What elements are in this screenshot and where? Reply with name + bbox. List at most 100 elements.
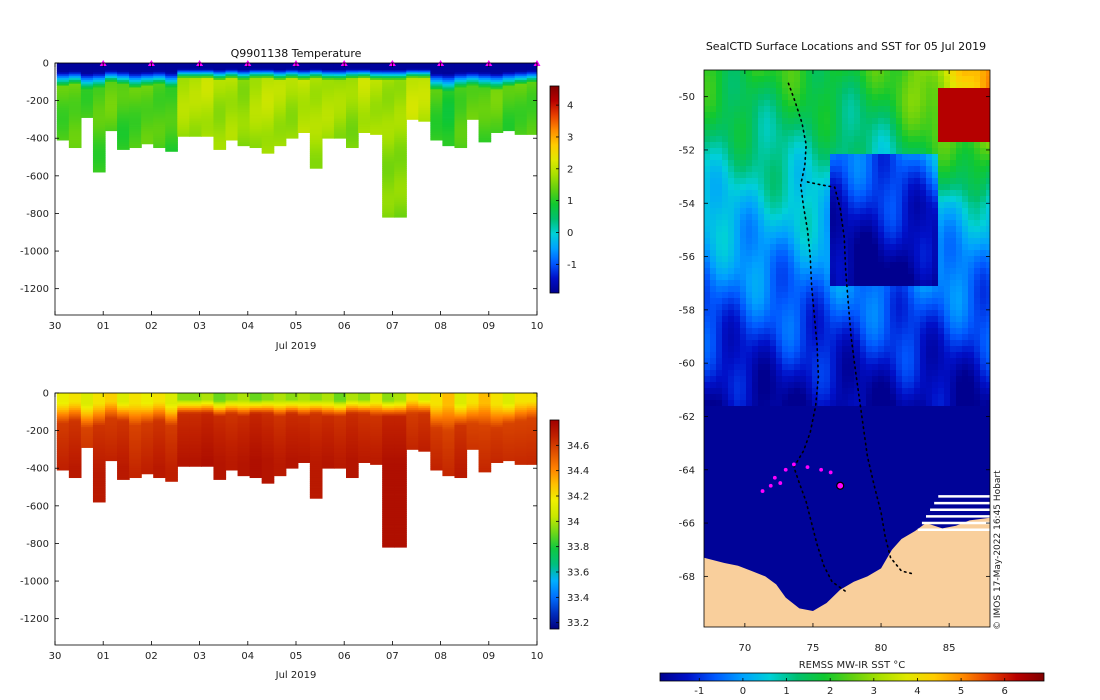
salinity-cell (201, 411, 215, 415)
salinity-cell (418, 426, 431, 430)
temperature-cell (201, 132, 215, 135)
salinity-cell (321, 428, 335, 432)
sst-cell (788, 154, 795, 161)
temperature-cell (261, 111, 275, 115)
temperature-cell (273, 64, 287, 68)
sst-cell (710, 178, 717, 185)
temperature-cell (309, 102, 323, 105)
salinity-cell (285, 404, 299, 407)
salinity-cell (430, 415, 444, 418)
temperature-cell (490, 119, 504, 122)
sst-cell (956, 130, 963, 137)
sst-cell (794, 82, 801, 89)
salinity-cell (406, 424, 419, 428)
sst-cell (764, 136, 771, 143)
salinity-cell (394, 460, 407, 463)
sst-cell (722, 88, 729, 95)
temperature-cell (454, 96, 468, 100)
salinity-cell (490, 430, 504, 433)
temperature-cell (394, 177, 407, 180)
temperature-cell (177, 108, 190, 111)
temperature-cell (514, 125, 528, 128)
sst-cell (884, 112, 891, 119)
sst-cell (836, 178, 843, 185)
sst-cell (890, 160, 897, 167)
salinity-cell (177, 406, 190, 409)
temperature-cell (418, 119, 431, 122)
temperature-cell (129, 100, 142, 103)
sst-cell (830, 88, 837, 95)
salinity-cell (129, 415, 142, 418)
sst-cell (854, 160, 861, 167)
sst-cell (758, 196, 765, 203)
salinity-cell (333, 417, 347, 420)
sst-cell (728, 208, 735, 215)
temperature-cell (394, 64, 407, 68)
temperature-cell (141, 89, 154, 92)
salinity-cell (285, 430, 299, 433)
sst-cell (956, 124, 963, 131)
temperature-cell (333, 74, 347, 77)
temperature-cell (454, 93, 468, 96)
salinity-cell (225, 449, 239, 452)
temperature-cell (237, 68, 251, 71)
temperature-cell (92, 76, 106, 79)
temperature-cell (225, 96, 239, 100)
temperature-cell (273, 134, 287, 137)
sst-cell (854, 154, 861, 161)
temperature-cell (153, 89, 166, 92)
salinity-cell (56, 460, 70, 463)
temperature-cell (430, 125, 444, 128)
temperature-cell (225, 104, 239, 107)
salinity-cell (117, 398, 130, 401)
temperature-cell (526, 81, 537, 85)
temperature-cell (514, 113, 528, 117)
salinity-cell (309, 487, 323, 490)
salinity-cell (514, 458, 528, 462)
temperature-cell (358, 87, 371, 90)
salinity-cell (346, 404, 359, 407)
sst-cell (716, 190, 723, 197)
temperature-cell (177, 111, 190, 115)
sst-cell (974, 70, 981, 77)
sst-cell (962, 214, 969, 221)
salinity-cell (261, 428, 275, 432)
sst-cell (752, 100, 759, 107)
sst-cell (902, 70, 909, 77)
temperature-cell (165, 147, 178, 150)
sst-cell (830, 166, 837, 173)
temperature-cell (261, 141, 275, 145)
salinity-cell (394, 545, 407, 548)
temperature-cell (442, 126, 456, 130)
salinity-cell (309, 462, 323, 465)
temperature-cell (382, 181, 395, 184)
sst-cell (920, 130, 927, 137)
sst-cell (728, 100, 735, 107)
sst-cell (932, 124, 939, 131)
sst-cell (890, 142, 897, 149)
salinity-heatmap (56, 393, 537, 548)
sst-cell (944, 190, 951, 197)
temperature-cell (346, 136, 359, 139)
temperature-cell (165, 113, 178, 117)
temperature-cell (117, 78, 130, 81)
temperature-cell (309, 104, 323, 107)
temperature-cell (382, 179, 395, 182)
temperature-cell (430, 104, 444, 107)
sst-cell (824, 106, 831, 113)
sst-cell (896, 130, 903, 137)
temperature-cell (165, 110, 178, 113)
salinity-cell (80, 424, 94, 428)
salinity-cell (105, 394, 118, 398)
salinity-cell (249, 443, 263, 447)
sst-cell (740, 94, 747, 101)
temperature-cell (346, 102, 359, 105)
temperature-cell (394, 110, 407, 113)
temperature-cell (225, 117, 239, 120)
salinity-cell (153, 426, 166, 430)
salinity-cell (213, 434, 227, 437)
salinity-cell (321, 426, 335, 430)
salinity-cell (394, 487, 407, 490)
salinity-cell (502, 440, 516, 443)
temperature-cell (56, 74, 70, 77)
